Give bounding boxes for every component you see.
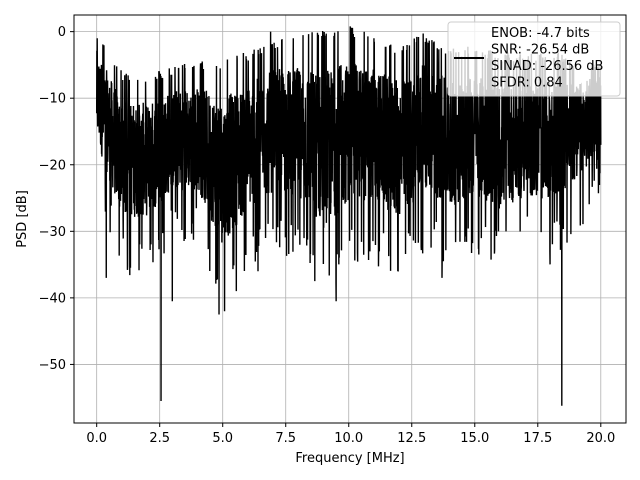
y-tick-label: −10 <box>39 92 66 107</box>
y-tick-label: −50 <box>39 358 66 373</box>
x-tick-label: 12.5 <box>397 431 426 446</box>
x-tick-label: 10.0 <box>334 431 363 446</box>
x-tick-label: 17.5 <box>523 431 552 446</box>
x-tick-label: 7.5 <box>275 431 296 446</box>
psd-series-line <box>95 26 602 406</box>
legend-label-line: SFDR: 0.84 <box>491 76 563 91</box>
y-axis-label: PSD [dB] <box>15 190 30 248</box>
x-tick-label: 5.0 <box>212 431 233 446</box>
legend: ENOB: -4.7 bits SNR: -26.54 dB SINAD: -26.… <box>447 21 621 97</box>
y-tick-label: −40 <box>39 291 66 306</box>
x-tick-label: 20.0 <box>586 431 615 446</box>
y-tick-label: −20 <box>39 158 66 173</box>
legend-label-line: SNR: -26.54 dB <box>491 43 589 58</box>
y-tick-label: −30 <box>39 225 66 240</box>
legend-label: ENOB: -4.7 bits SNR: -26.54 dB SINAD: -26.… <box>491 26 603 91</box>
x-tick-label: 2.5 <box>149 431 170 446</box>
legend-box <box>447 21 621 97</box>
x-tick-label: 15.0 <box>460 431 489 446</box>
y-tick-label: 0 <box>58 25 66 40</box>
ticks: 0.0 2.5 5.0 7.5 10.0 12.5 15.0 17.5 20.0 0 −10 −20 −… <box>39 25 616 446</box>
psd-trace <box>95 26 602 406</box>
x-axis-label: Frequency [MHz] <box>295 451 404 466</box>
x-tick-label: 0.0 <box>86 431 107 446</box>
legend-label-line: SINAD: -26.56 dB <box>491 59 603 74</box>
legend-label-line: ENOB: -4.7 bits <box>491 26 590 41</box>
axes-frame <box>73 14 627 424</box>
